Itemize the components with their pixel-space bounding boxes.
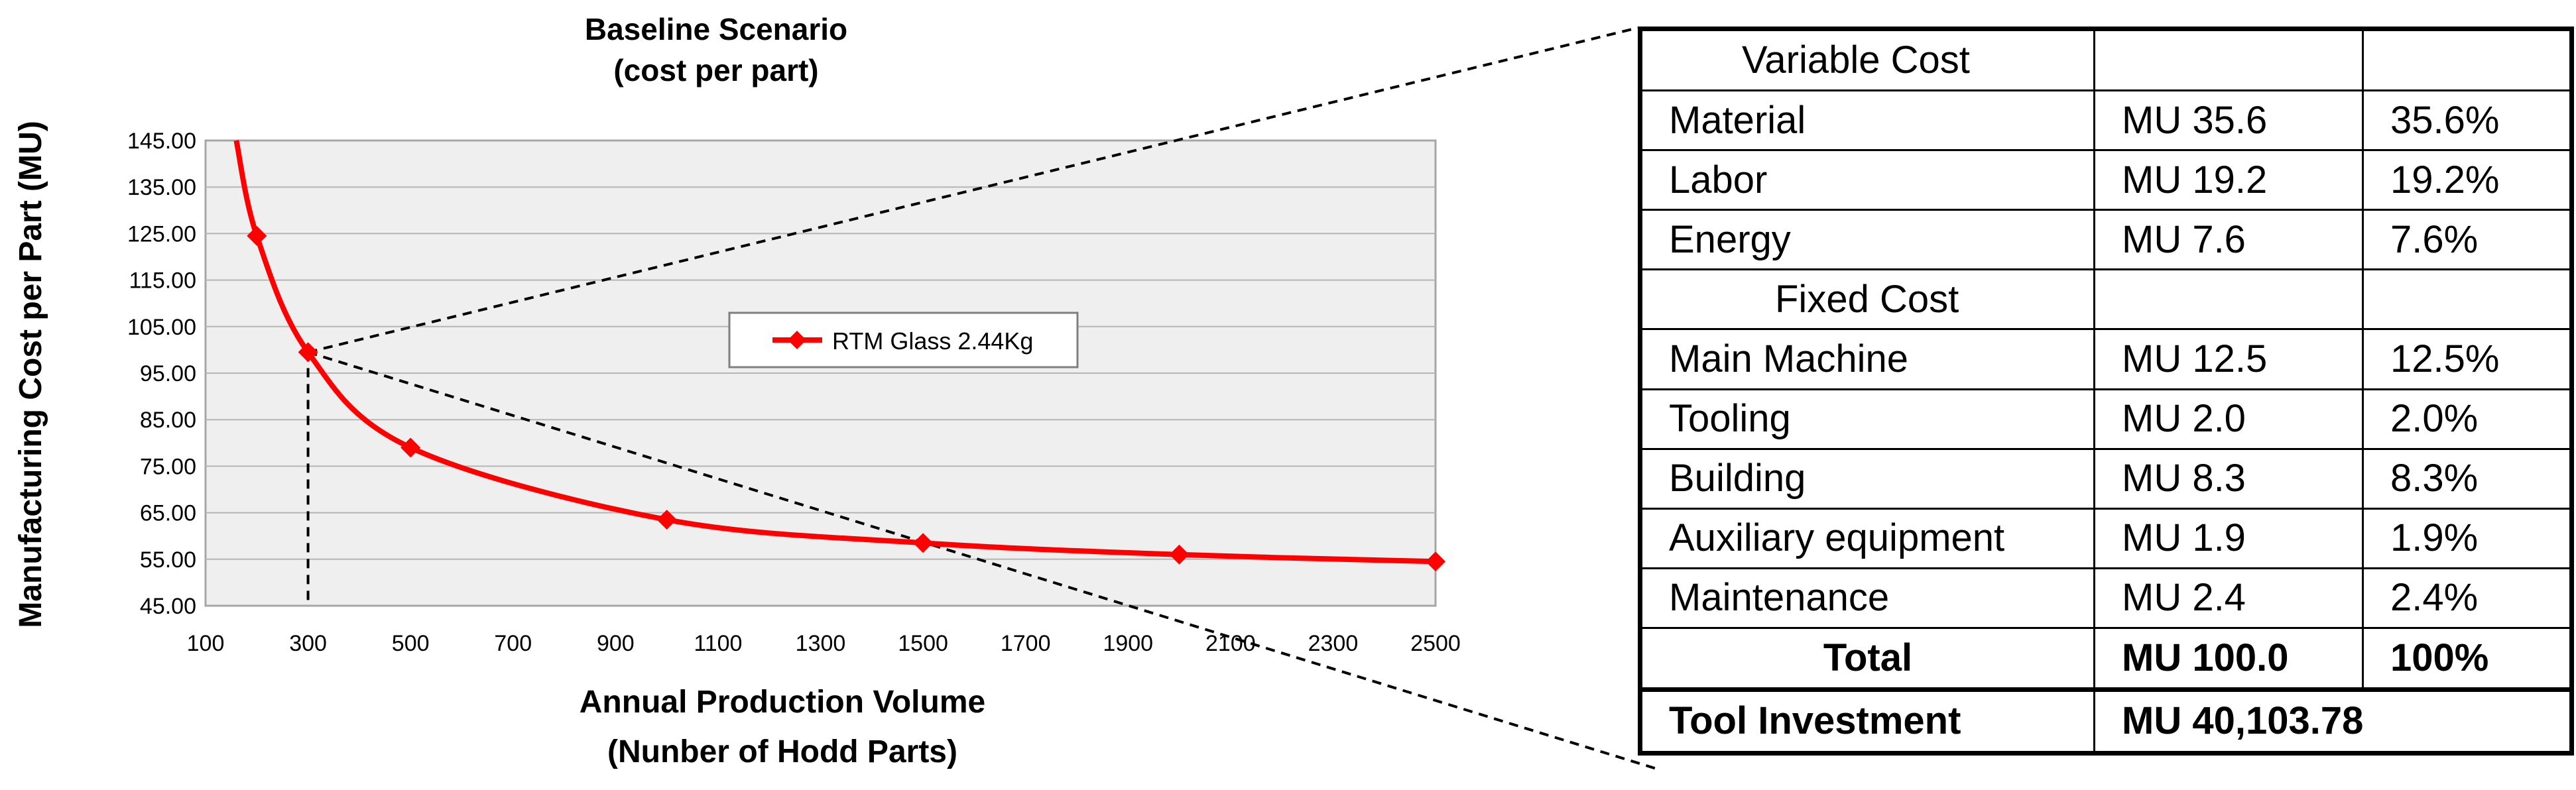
cost-item-cell: Building	[1639, 447, 2095, 510]
cost-percent-cell: 8.3%	[2362, 447, 2573, 510]
cost-item-cell: Variable Cost	[1639, 27, 2095, 92]
cost-value-cell: MU 19.2	[2093, 149, 2364, 211]
table-row: Tooling MU 2.0 2.0%	[1639, 388, 2573, 450]
cost-value-cell	[2093, 27, 2364, 92]
cost-percent-cell: 19.2%	[2362, 149, 2573, 211]
tool-investment-label: Tool Investment	[1639, 688, 2095, 755]
cost-breakdown-table: Variable Cost Material MU 35.6 35.6% Labor MU…	[1638, 27, 2574, 756]
legend: RTM Glass 2.44Kg	[728, 311, 1079, 368]
cost-item-cell: Main Machine	[1639, 328, 2095, 390]
cost-value-cell: MU 1.9	[2093, 507, 2364, 569]
cost-breakdown-panel: Variable Cost Material MU 35.6 35.6% Labor MU…	[1638, 27, 2574, 756]
table-row: Labor MU 19.2 19.2%	[1639, 149, 2573, 211]
chart-title: Baseline Scenario	[585, 12, 847, 46]
data-point-marker	[1426, 551, 1445, 572]
leader-line-top	[308, 27, 1638, 354]
cost-percent-cell: 100%	[2362, 626, 2573, 692]
x-tick-label: 700	[494, 631, 532, 656]
highlight-leader-lines	[306, 27, 1662, 771]
table-row: Maintenance MU 2.4 2.4%	[1639, 567, 2573, 629]
data-point-marker	[913, 533, 934, 553]
data-point-marker	[247, 225, 267, 246]
y-tick-label: 95.00	[140, 361, 196, 386]
x-tick-label: 2300	[1308, 631, 1359, 656]
cost-value-cell: MU 2.0	[2093, 388, 2364, 450]
x-tick-label: 500	[392, 631, 430, 656]
legend-swatch-marker	[788, 331, 806, 349]
y-tick-label: 115.00	[129, 268, 196, 294]
y-axis-label: Manufacturing Cost per Part (MU)	[13, 121, 48, 628]
table-row: Fixed Cost	[1639, 268, 2573, 331]
table-row: Total MU 100.0 100%	[1639, 626, 2573, 692]
cost-item-cell: Energy	[1639, 209, 2095, 271]
y-tick-labels: 145.00 135.00 125.00 115.00 105.00 95.00 85.00…	[127, 129, 196, 619]
cost-value-cell: MU 8.3	[2093, 447, 2364, 510]
x-tick-label: 900	[597, 631, 635, 656]
cost-percent-cell: 12.5%	[2362, 328, 2573, 390]
table-row: Auxiliary equipment MU 1.9 1.9%	[1639, 507, 2573, 569]
data-point-marker	[298, 342, 318, 363]
data-point-marker	[1169, 544, 1190, 565]
table-row: Main Machine MU 12.5 12.5%	[1639, 328, 2573, 390]
cost-percent-cell: 35.6%	[2362, 89, 2573, 152]
x-tick-label: 1500	[898, 631, 948, 656]
cost-item-cell: Fixed Cost	[1639, 268, 2095, 331]
y-tick-label: 45.00	[140, 594, 196, 619]
cost-value-cell: MU 100.0	[2093, 626, 2364, 692]
x-tick-label: 1700	[1001, 631, 1051, 656]
table-row: Energy MU 7.6 7.6%	[1639, 209, 2573, 271]
y-tick-label: 65.00	[140, 501, 196, 526]
y-tick-label: 85.00	[140, 408, 196, 433]
y-tick-label: 105.00	[127, 315, 196, 340]
cost-percent-cell: 2.0%	[2362, 388, 2573, 450]
y-tick-label: 55.00	[140, 547, 196, 573]
cost-percent-cell: 2.4%	[2362, 567, 2573, 629]
cost-item-cell: Auxiliary equipment	[1639, 507, 2095, 569]
y-tick-label: 145.00	[127, 129, 196, 154]
cost-value-cell: MU 7.6	[2093, 209, 2364, 271]
cost-value-cell: MU 2.4	[2093, 567, 2364, 629]
data-point-marker	[656, 510, 677, 530]
tool-investment-row: Tool Investment MU 40,103.78	[1639, 688, 2573, 755]
leader-line-bottom	[307, 351, 1662, 771]
tool-investment-value: MU 40,103.78	[2093, 688, 2573, 755]
data-point-marker	[400, 437, 421, 458]
cost-percent-cell	[2362, 268, 2573, 331]
cost-value-cell: MU 35.6	[2093, 89, 2364, 152]
x-tick-label: 100	[187, 631, 225, 656]
table-row: Building MU 8.3 8.3%	[1639, 447, 2573, 510]
cost-value-cell: MU 12.5	[2093, 328, 2364, 390]
cost-item-cell: Material	[1639, 89, 2095, 152]
cost-percent-cell	[2362, 27, 2573, 92]
cost-item-cell: Labor	[1639, 149, 2095, 211]
x-tick-labels: 100 300 500 700 900 1100 1300 1500 1700 1900 2100 2…	[187, 631, 1461, 656]
chart-subtitle: (cost per part)	[613, 53, 818, 87]
x-axis-label: Annual Production Volume	[580, 685, 985, 720]
y-tick-label: 135.00	[127, 175, 196, 200]
x-tick-label: 1900	[1103, 631, 1153, 656]
x-axis-label-line2: (Nunber of Hodd Parts)	[607, 734, 957, 769]
table-row: Variable Cost	[1639, 27, 2573, 92]
cost-value-cell	[2093, 268, 2364, 331]
legend-label: RTM Glass 2.44Kg	[832, 327, 1033, 355]
series-rtm-glass	[233, 140, 1445, 572]
cost-item-cell: Tooling	[1639, 388, 2095, 450]
table-row: Material MU 35.6 35.6%	[1639, 89, 2573, 152]
cost-item-cell: Maintenance	[1639, 567, 2095, 629]
x-tick-label: 300	[289, 631, 327, 656]
cost-percent-cell: 7.6%	[2362, 209, 2573, 271]
y-tick-label: 75.00	[140, 454, 196, 479]
x-tick-label: 1100	[694, 631, 742, 656]
x-tick-label: 1300	[796, 631, 846, 656]
cost-item-cell: Total	[1639, 626, 2095, 692]
x-tick-label: 2100	[1205, 631, 1256, 656]
cost-percent-cell: 1.9%	[2362, 507, 2573, 569]
x-tick-label: 2500	[1410, 631, 1461, 656]
y-tick-label: 125.00	[127, 221, 196, 247]
